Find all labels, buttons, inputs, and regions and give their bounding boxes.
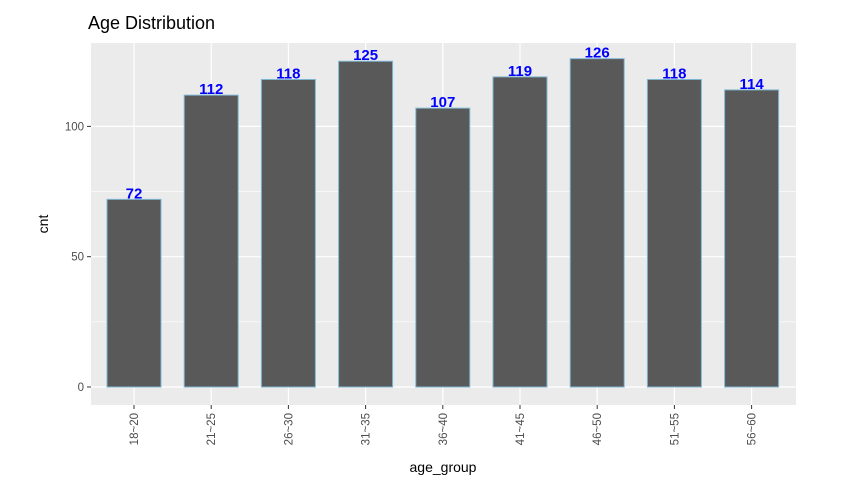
bar-36~40 — [415, 107, 471, 388]
bar-18~20 — [106, 198, 162, 388]
x-tick-label: 46~50 — [592, 413, 604, 445]
y-tick-label: 0 — [78, 382, 84, 394]
x-tick-label: 21~25 — [206, 413, 218, 445]
y-axis-title: cnt — [35, 215, 51, 234]
data-label: 72 — [126, 185, 143, 202]
bar-21~25 — [183, 94, 239, 388]
bars — [106, 58, 780, 388]
x-axis-title: age_group — [410, 459, 477, 475]
data-label: 126 — [585, 45, 610, 62]
bar-41~45 — [492, 76, 548, 388]
chart-title: Age Distribution — [88, 13, 215, 33]
data-labels: 72 112 118 125 107 119 126 118 114 — [126, 45, 765, 203]
data-label: 118 — [662, 65, 686, 82]
x-tick-label: 31~35 — [361, 413, 373, 445]
data-label: 118 — [276, 65, 300, 82]
data-label: 112 — [199, 81, 223, 98]
data-label: 107 — [430, 94, 455, 111]
x-tick-label: 56~60 — [747, 413, 759, 445]
y-tick-label: 100 — [65, 121, 84, 133]
bar-51~55 — [646, 78, 702, 388]
data-label: 119 — [508, 63, 532, 80]
y-axis: 0 50 100 — [65, 121, 91, 394]
x-tick-label: 41~45 — [515, 413, 527, 445]
x-tick-label: 26~30 — [283, 413, 295, 445]
y-tick-label: 50 — [71, 252, 84, 264]
x-axis: 18~20 21~25 26~30 31~35 36~40 41~45 46~50 51~55… — [129, 405, 759, 445]
bar-46~50 — [569, 58, 625, 388]
x-tick-label: 36~40 — [438, 413, 450, 445]
data-label: 114 — [739, 76, 764, 93]
bar-31~35 — [338, 60, 394, 388]
bar-56~60 — [724, 89, 780, 388]
x-tick-label: 18~20 — [129, 413, 141, 445]
x-tick-label: 51~55 — [669, 413, 681, 445]
bar-26~30 — [260, 78, 316, 388]
data-label: 125 — [353, 47, 378, 64]
